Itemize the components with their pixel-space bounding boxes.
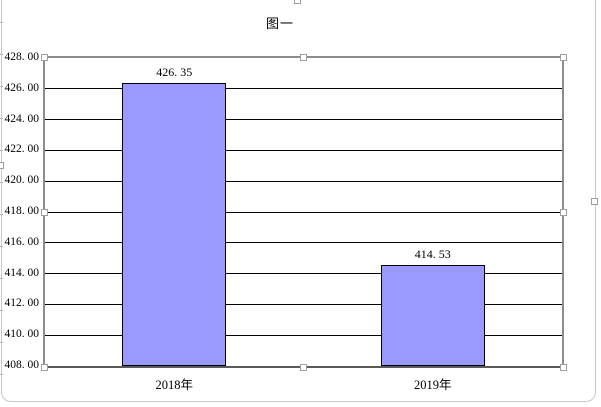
data-label: 426. 35 xyxy=(156,65,193,80)
bar-2019年[interactable] xyxy=(380,265,485,366)
sheet-gridline-ticks xyxy=(0,22,3,394)
x-axis-label: 2019年 xyxy=(413,378,452,392)
y-axis-label: 428. 00 xyxy=(4,51,40,63)
major-gridline xyxy=(45,242,562,244)
y-axis-label: 408. 00 xyxy=(4,359,40,371)
plot-selection-handle[interactable] xyxy=(300,53,307,61)
frame-handle-right[interactable] xyxy=(591,198,598,205)
major-gridline xyxy=(45,334,562,336)
plot-selection-handle[interactable] xyxy=(560,363,567,371)
bar-2018年[interactable] xyxy=(122,83,227,366)
y-axis-label: 418. 00 xyxy=(4,205,40,217)
plot-area[interactable] xyxy=(43,56,564,368)
x-axis-label: 2018年 xyxy=(155,378,193,392)
y-axis-label: 414. 00 xyxy=(4,266,40,279)
major-gridline xyxy=(45,119,562,121)
major-gridline xyxy=(45,273,562,275)
major-gridline xyxy=(45,211,562,213)
plot-selection-handle[interactable] xyxy=(40,208,48,216)
y-axis-label: 410. 00 xyxy=(4,328,40,341)
major-gridline xyxy=(45,149,562,151)
y-axis-label: 424. 00 xyxy=(4,112,40,125)
chart-title[interactable]: 图一 xyxy=(266,16,295,31)
major-gridline xyxy=(45,88,562,90)
data-label: 414. 53 xyxy=(414,247,451,262)
y-axis-label: 422. 00 xyxy=(4,143,40,156)
frame-handle-top[interactable] xyxy=(294,0,301,4)
y-axis-label: 426. 00 xyxy=(4,81,40,94)
major-gridline xyxy=(45,180,562,182)
plot-selection-handle[interactable] xyxy=(40,363,48,371)
y-axis-label: 412. 00 xyxy=(4,297,40,310)
y-axis-label: 416. 00 xyxy=(4,235,40,248)
plot-selection-handle[interactable] xyxy=(560,53,567,61)
plot-selection-handle[interactable] xyxy=(40,53,48,61)
frame-handle-left[interactable] xyxy=(0,162,4,169)
major-gridline xyxy=(45,303,562,305)
plot-selection-handle[interactable] xyxy=(300,363,307,371)
y-axis-label: 420. 00 xyxy=(4,174,40,187)
plot-selection-handle[interactable] xyxy=(560,208,567,216)
